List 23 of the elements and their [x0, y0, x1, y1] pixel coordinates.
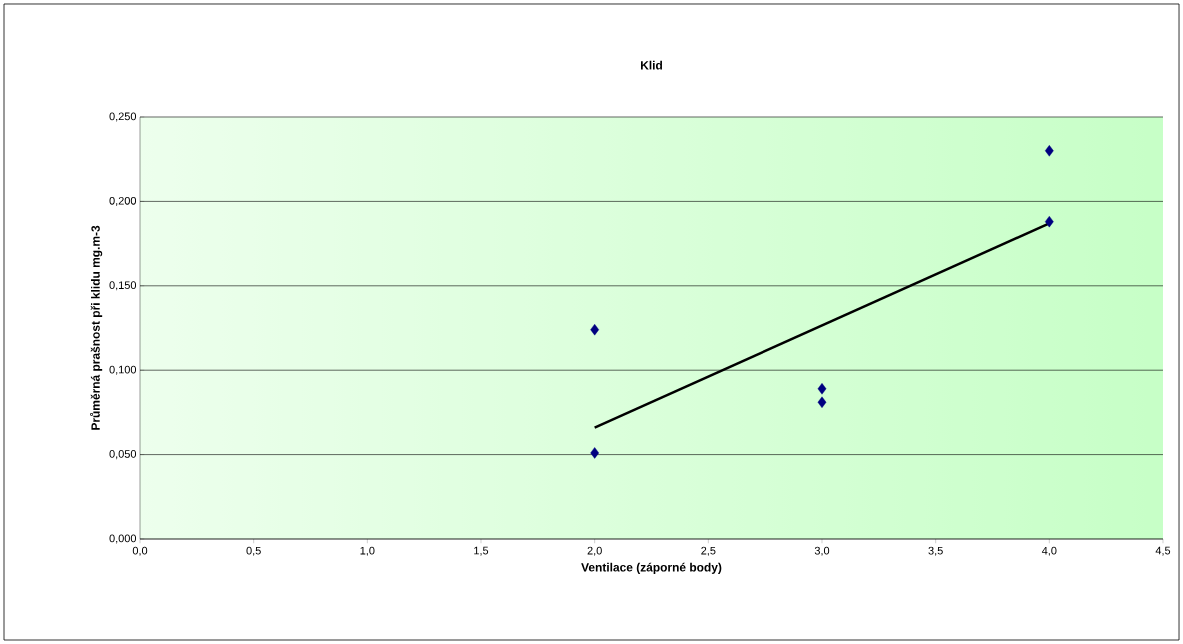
y-tick-label: 0,100: [109, 365, 137, 375]
x-tick-label: 1,0: [360, 546, 375, 556]
y-tick-label: 0,250: [109, 112, 137, 122]
y-tick-label: 0,050: [109, 450, 137, 460]
x-tick-label: 0,5: [246, 546, 261, 556]
x-tick-label: 2,5: [701, 546, 716, 556]
x-axis-title: Ventilace (záporné body): [581, 562, 722, 574]
x-tick-label: 3,0: [814, 546, 830, 556]
point: [590, 447, 599, 459]
x-tick-label: 1,5: [474, 546, 489, 556]
x-tick-label: 2,0: [587, 546, 602, 556]
point: [817, 396, 827, 408]
x-tick-label: 4,5: [1155, 546, 1171, 556]
y-tick-label: 0,200: [109, 196, 137, 206]
x-tick-label: 4,0: [1041, 546, 1057, 556]
chart-title: Klid: [641, 60, 662, 70]
point: [817, 383, 827, 395]
y-axis-title: Průměrná prašnost při klidu mg.m-3: [90, 225, 103, 430]
y-tick-label: 0,000: [109, 534, 137, 544]
y-tick-label: 0,150: [109, 281, 137, 291]
point: [1045, 145, 1054, 157]
x-tick-label: 0,0: [132, 546, 148, 556]
x-tick-label: 3,5: [928, 546, 943, 556]
